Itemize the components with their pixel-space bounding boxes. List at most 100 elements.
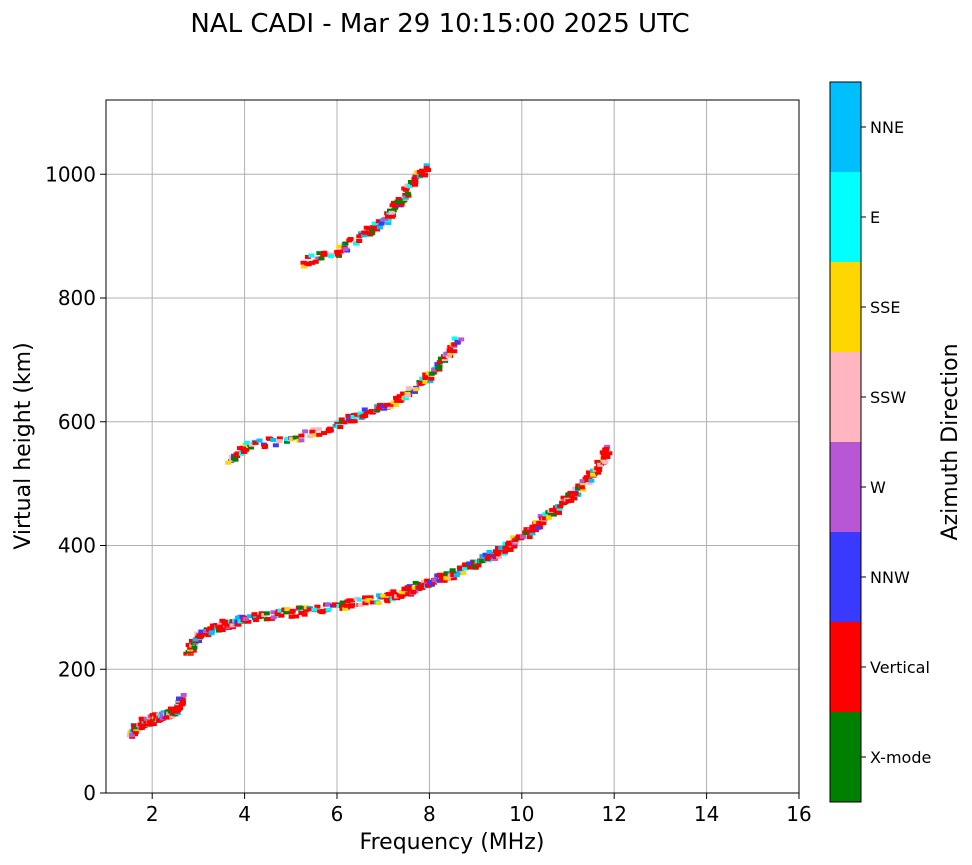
echo-mark [343,603,350,608]
echo-mark [475,563,482,568]
echo-mark [327,254,334,259]
echo-mark [407,587,414,592]
echo-mark [392,203,399,208]
echo-mark [307,434,314,439]
echo-mark [390,213,397,218]
echo-mark [192,637,199,642]
echo-mark [436,364,443,369]
x-tick-label: 8 [423,802,436,826]
echo-mark [382,216,389,221]
x-tick-label: 6 [331,802,344,826]
echo-mark [357,603,364,608]
echo-mark [289,608,296,613]
echo-mark [425,583,432,588]
echo-mark [394,398,401,403]
echo-mark [419,168,426,173]
echo-mark [242,616,249,621]
echo-mark [596,467,603,472]
echo-mark [492,549,499,554]
echo-mark [270,615,277,620]
echo-mark [302,608,309,613]
echo-mark [597,460,604,465]
echo-mark [284,436,291,441]
echo-mark [388,210,395,215]
echo-mark [297,605,304,610]
echo-mark [345,413,352,418]
echo-mark [243,447,250,452]
echo-mark [519,534,526,539]
echo-mark [399,199,406,204]
echo-mark [307,607,314,612]
echo-mark [594,470,601,475]
echo-mark [263,611,270,616]
echo-mark [362,601,369,606]
echo-mark [376,593,383,598]
echo-mark [561,501,568,506]
echo-mark [198,629,205,634]
echo-mark [447,351,454,356]
echo-mark [453,573,460,578]
echo-mark [392,403,399,408]
echo-mark [549,507,556,512]
echo-mark [225,460,232,465]
echo-mark [334,249,341,254]
echo-mark [187,645,194,650]
echo-mark [256,438,263,443]
echo-mark [606,451,613,456]
echo-mark [237,619,244,624]
echo-mark [406,386,413,391]
echo-mark [498,546,505,551]
echo-mark [398,202,405,207]
echo-mark [179,699,186,704]
echo-mark [203,629,210,634]
echo-mark [246,614,253,619]
echo-mark [265,617,272,622]
echo-mark [316,427,323,432]
echo-mark [138,716,145,721]
echo-mark [428,376,435,381]
echo-mark [404,393,411,398]
echo-mark [532,520,539,525]
echo-mark [412,387,419,392]
echo-mark [404,191,411,196]
echo-mark [529,531,536,536]
echo-mark [590,472,597,477]
echo-mark [523,527,530,532]
echo-mark [583,475,590,480]
colorbar-label: NNW [870,568,910,587]
echo-mark [540,520,547,525]
echo-mark [304,254,311,259]
echo-mark [362,413,369,418]
echo-mark [578,485,585,490]
echo-mark [374,227,381,232]
echo-mark [545,515,552,520]
echo-mark [502,549,509,554]
echo-mark [602,460,609,465]
echo-mark [320,431,327,436]
echo-mark [216,622,223,627]
colorbar-segment [830,712,861,802]
echo-mark [376,225,383,230]
colorbar-title: Azimuth Direction [938,343,963,540]
echo-mark [150,722,157,727]
echo-mark [293,614,300,619]
echo-mark [478,558,485,563]
echo-mark [160,710,167,715]
echo-mark [219,618,226,623]
echo-mark [467,565,474,570]
echo-mark [493,552,500,557]
echo-mark [505,541,512,546]
echo-mark [397,398,404,403]
echo-mark [427,379,434,384]
echo-mark [390,400,397,405]
echo-mark [132,730,139,735]
echo-mark [575,486,582,491]
echo-mark [536,520,543,525]
echo-mark [303,261,310,266]
echo-mark [337,249,344,254]
colorbar-segment [830,352,861,442]
echo-mark [132,725,139,730]
echo-mark [586,473,593,478]
echo-mark [411,585,418,590]
colorbar-segment [830,622,861,712]
